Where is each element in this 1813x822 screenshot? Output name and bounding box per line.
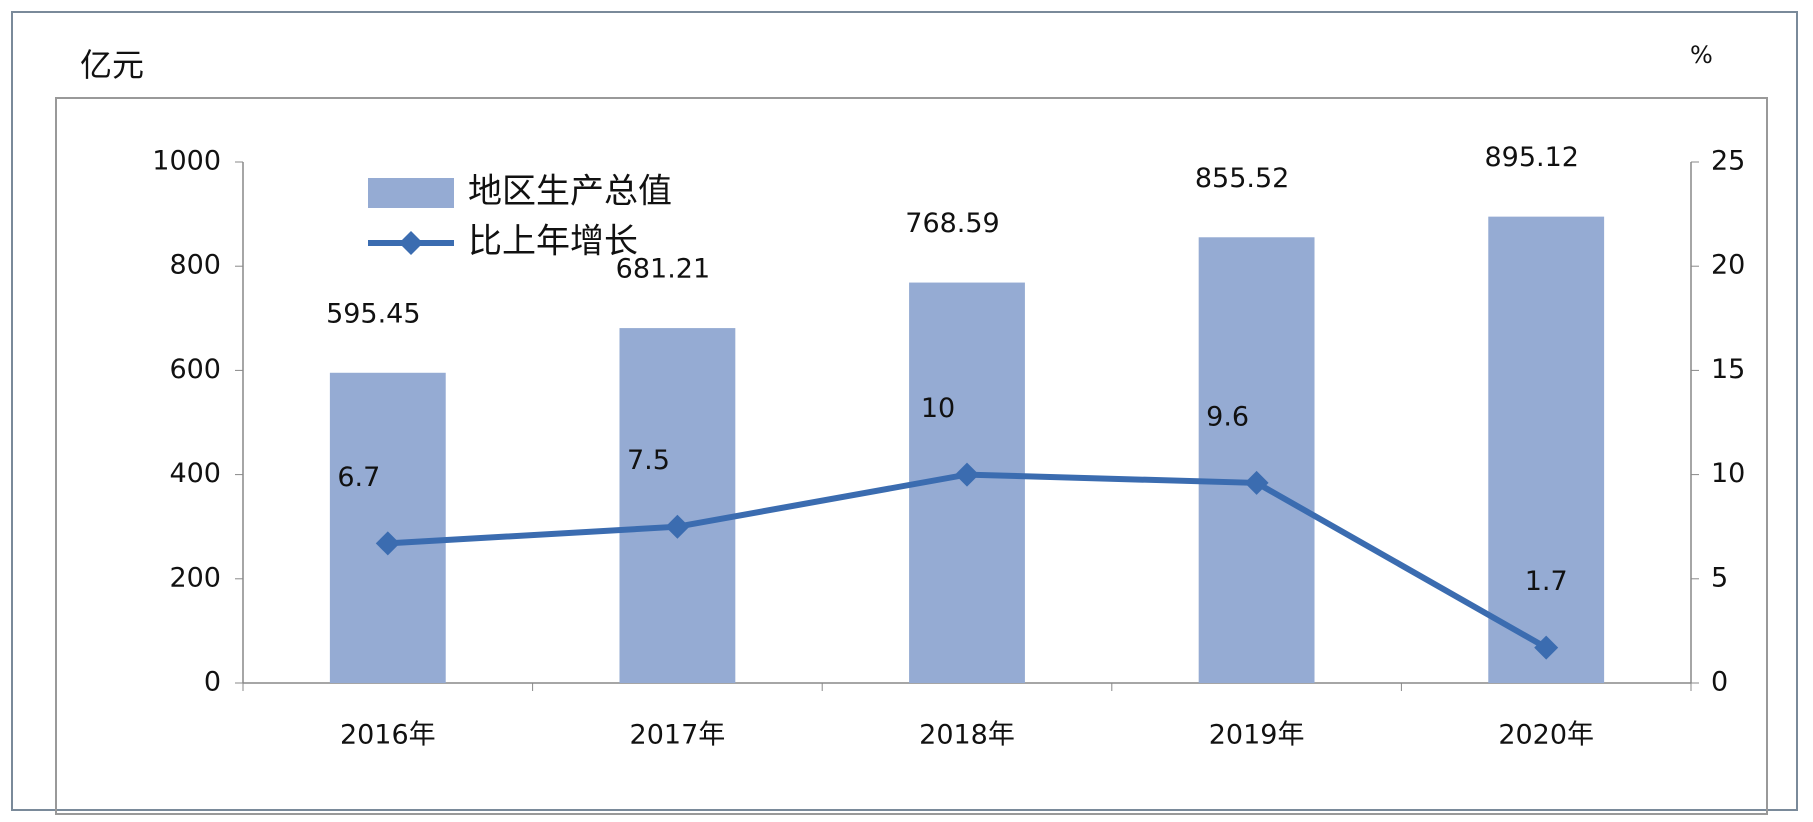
x-tick-label: 2017年 bbox=[630, 720, 726, 751]
y-axis-unit: 亿元 bbox=[80, 46, 144, 84]
line-marker bbox=[665, 514, 690, 539]
line-value-label: 7.5 bbox=[627, 445, 670, 476]
bar-value-label: 855.52 bbox=[1195, 163, 1289, 194]
x-tick-label: 2020年 bbox=[1498, 720, 1594, 751]
bar bbox=[329, 372, 446, 683]
line-marker bbox=[955, 462, 979, 487]
outer-frame bbox=[11, 11, 1798, 811]
bar bbox=[1488, 216, 1605, 683]
bar-value-label: 681.21 bbox=[616, 254, 710, 285]
y2-tick-label: 10 bbox=[1711, 458, 1745, 489]
y2-tick-label: 5 bbox=[1711, 562, 1728, 593]
legend-label: 地区生产总值 bbox=[468, 172, 672, 212]
plot-frame bbox=[55, 97, 1768, 815]
x-tick-label: 2019年 bbox=[1209, 720, 1305, 751]
y-tick-label: 200 bbox=[169, 562, 221, 593]
y2-tick-label: 20 bbox=[1711, 250, 1745, 281]
y2-tick-label: 25 bbox=[1711, 146, 1745, 177]
line-value-label: 1.7 bbox=[1525, 566, 1568, 597]
legend-swatch bbox=[368, 178, 454, 208]
line-value-label: 10 bbox=[921, 393, 955, 424]
y-tick-label: 0 bbox=[204, 667, 221, 698]
x-tick-label: 2016年 bbox=[340, 720, 436, 751]
legend-marker bbox=[399, 231, 423, 255]
line-value-label: 9.6 bbox=[1206, 401, 1249, 432]
line-marker bbox=[1244, 470, 1269, 495]
y2-axis-unit: % bbox=[1690, 41, 1713, 69]
legend-label: 比上年增长 bbox=[468, 222, 638, 262]
y2-tick-label: 15 bbox=[1711, 354, 1745, 385]
bar-value-label: 595.45 bbox=[326, 298, 420, 329]
y2-tick-label: 0 bbox=[1711, 667, 1728, 698]
bar-value-label: 768.59 bbox=[905, 208, 999, 239]
line-marker bbox=[1534, 635, 1559, 660]
y-tick-label: 600 bbox=[169, 354, 221, 385]
x-tick-label: 2018年 bbox=[919, 720, 1015, 751]
line-marker bbox=[375, 531, 400, 556]
bar bbox=[1198, 237, 1315, 683]
bar bbox=[619, 328, 736, 683]
y-tick-label: 1000 bbox=[152, 146, 221, 177]
y-tick-label: 400 bbox=[169, 458, 221, 489]
bar-value-label: 895.12 bbox=[1484, 142, 1578, 173]
y-tick-label: 800 bbox=[169, 250, 221, 281]
line-value-label: 6.7 bbox=[337, 462, 380, 493]
